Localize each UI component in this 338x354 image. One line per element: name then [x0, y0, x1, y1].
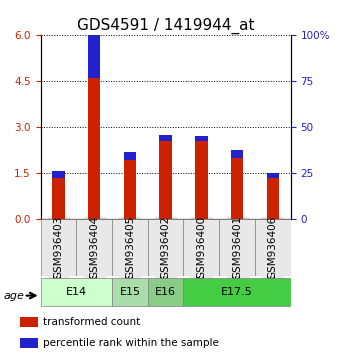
Text: E16: E16 — [155, 287, 176, 297]
Bar — [20, 338, 38, 348]
Bar — [160, 135, 172, 141]
FancyBboxPatch shape — [76, 219, 112, 276]
Text: GSM936405: GSM936405 — [125, 216, 135, 279]
Bar — [52, 171, 65, 178]
Bar — [52, 171, 65, 219]
FancyBboxPatch shape — [184, 278, 291, 306]
Bar — [88, 35, 100, 78]
Text: transformed count: transformed count — [43, 317, 140, 327]
FancyBboxPatch shape — [112, 278, 148, 306]
Text: age: age — [3, 291, 24, 301]
Bar — [20, 316, 38, 327]
Bar — [231, 150, 243, 158]
Text: GSM936404: GSM936404 — [89, 216, 99, 279]
FancyBboxPatch shape — [219, 219, 255, 276]
FancyBboxPatch shape — [255, 219, 291, 276]
FancyBboxPatch shape — [184, 219, 219, 276]
Text: GSM936401: GSM936401 — [232, 216, 242, 279]
Text: E15: E15 — [119, 287, 140, 297]
Text: percentile rank within the sample: percentile rank within the sample — [43, 338, 218, 348]
Bar — [231, 150, 243, 219]
Bar — [267, 173, 279, 178]
Bar — [124, 152, 136, 219]
FancyBboxPatch shape — [41, 219, 76, 276]
FancyBboxPatch shape — [148, 278, 184, 306]
FancyBboxPatch shape — [112, 219, 148, 276]
FancyBboxPatch shape — [148, 219, 184, 276]
Text: GSM936402: GSM936402 — [161, 216, 171, 279]
Text: GSM936400: GSM936400 — [196, 216, 207, 279]
Text: E14: E14 — [66, 287, 87, 297]
Text: E17.5: E17.5 — [221, 287, 253, 297]
Title: GDS4591 / 1419944_at: GDS4591 / 1419944_at — [77, 18, 255, 34]
Bar — [267, 173, 279, 219]
Text: GSM936403: GSM936403 — [53, 216, 64, 279]
FancyBboxPatch shape — [41, 278, 112, 306]
Bar — [195, 136, 208, 219]
Bar — [88, 35, 100, 219]
Bar — [124, 152, 136, 160]
Text: GSM936406: GSM936406 — [268, 216, 278, 279]
Bar — [160, 135, 172, 219]
Bar — [195, 136, 208, 141]
